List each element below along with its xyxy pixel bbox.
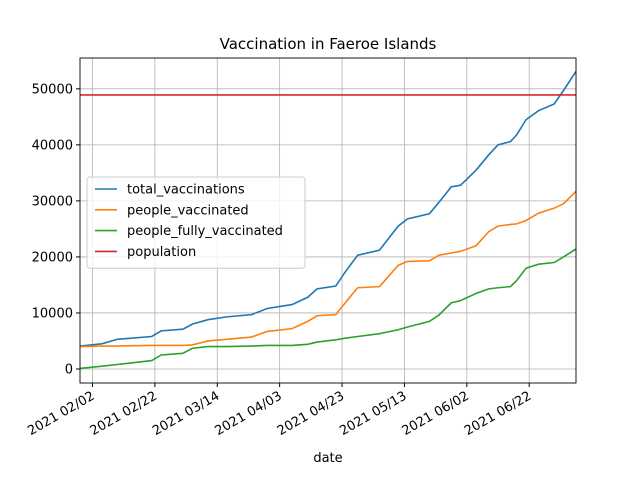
- legend-box: [86, 176, 306, 269]
- series-line: [79, 190, 577, 348]
- y-tick-label: 0: [65, 362, 73, 377]
- y-tick-label: 50000: [32, 82, 73, 97]
- x-axis-label: date: [313, 451, 342, 466]
- legend-label: population: [127, 245, 196, 260]
- legend-label: people_fully_vaccinated: [127, 224, 283, 239]
- y-tick-label: 40000: [32, 138, 73, 153]
- legend-label: total_vaccinations: [127, 183, 245, 198]
- chart-title: Vaccination in Faeroe Islands: [220, 35, 437, 53]
- y-tick-label: 30000: [32, 194, 73, 209]
- legend-label: people_vaccinated: [127, 203, 249, 218]
- legend: total_vaccinations people_vaccinatedpeopl…: [86, 176, 306, 269]
- y-tick-label: 20000: [32, 250, 73, 265]
- y-tick-label: 10000: [32, 306, 73, 321]
- series-line: [79, 71, 577, 347]
- series-line: [79, 248, 577, 370]
- plot-frame: [79, 57, 577, 384]
